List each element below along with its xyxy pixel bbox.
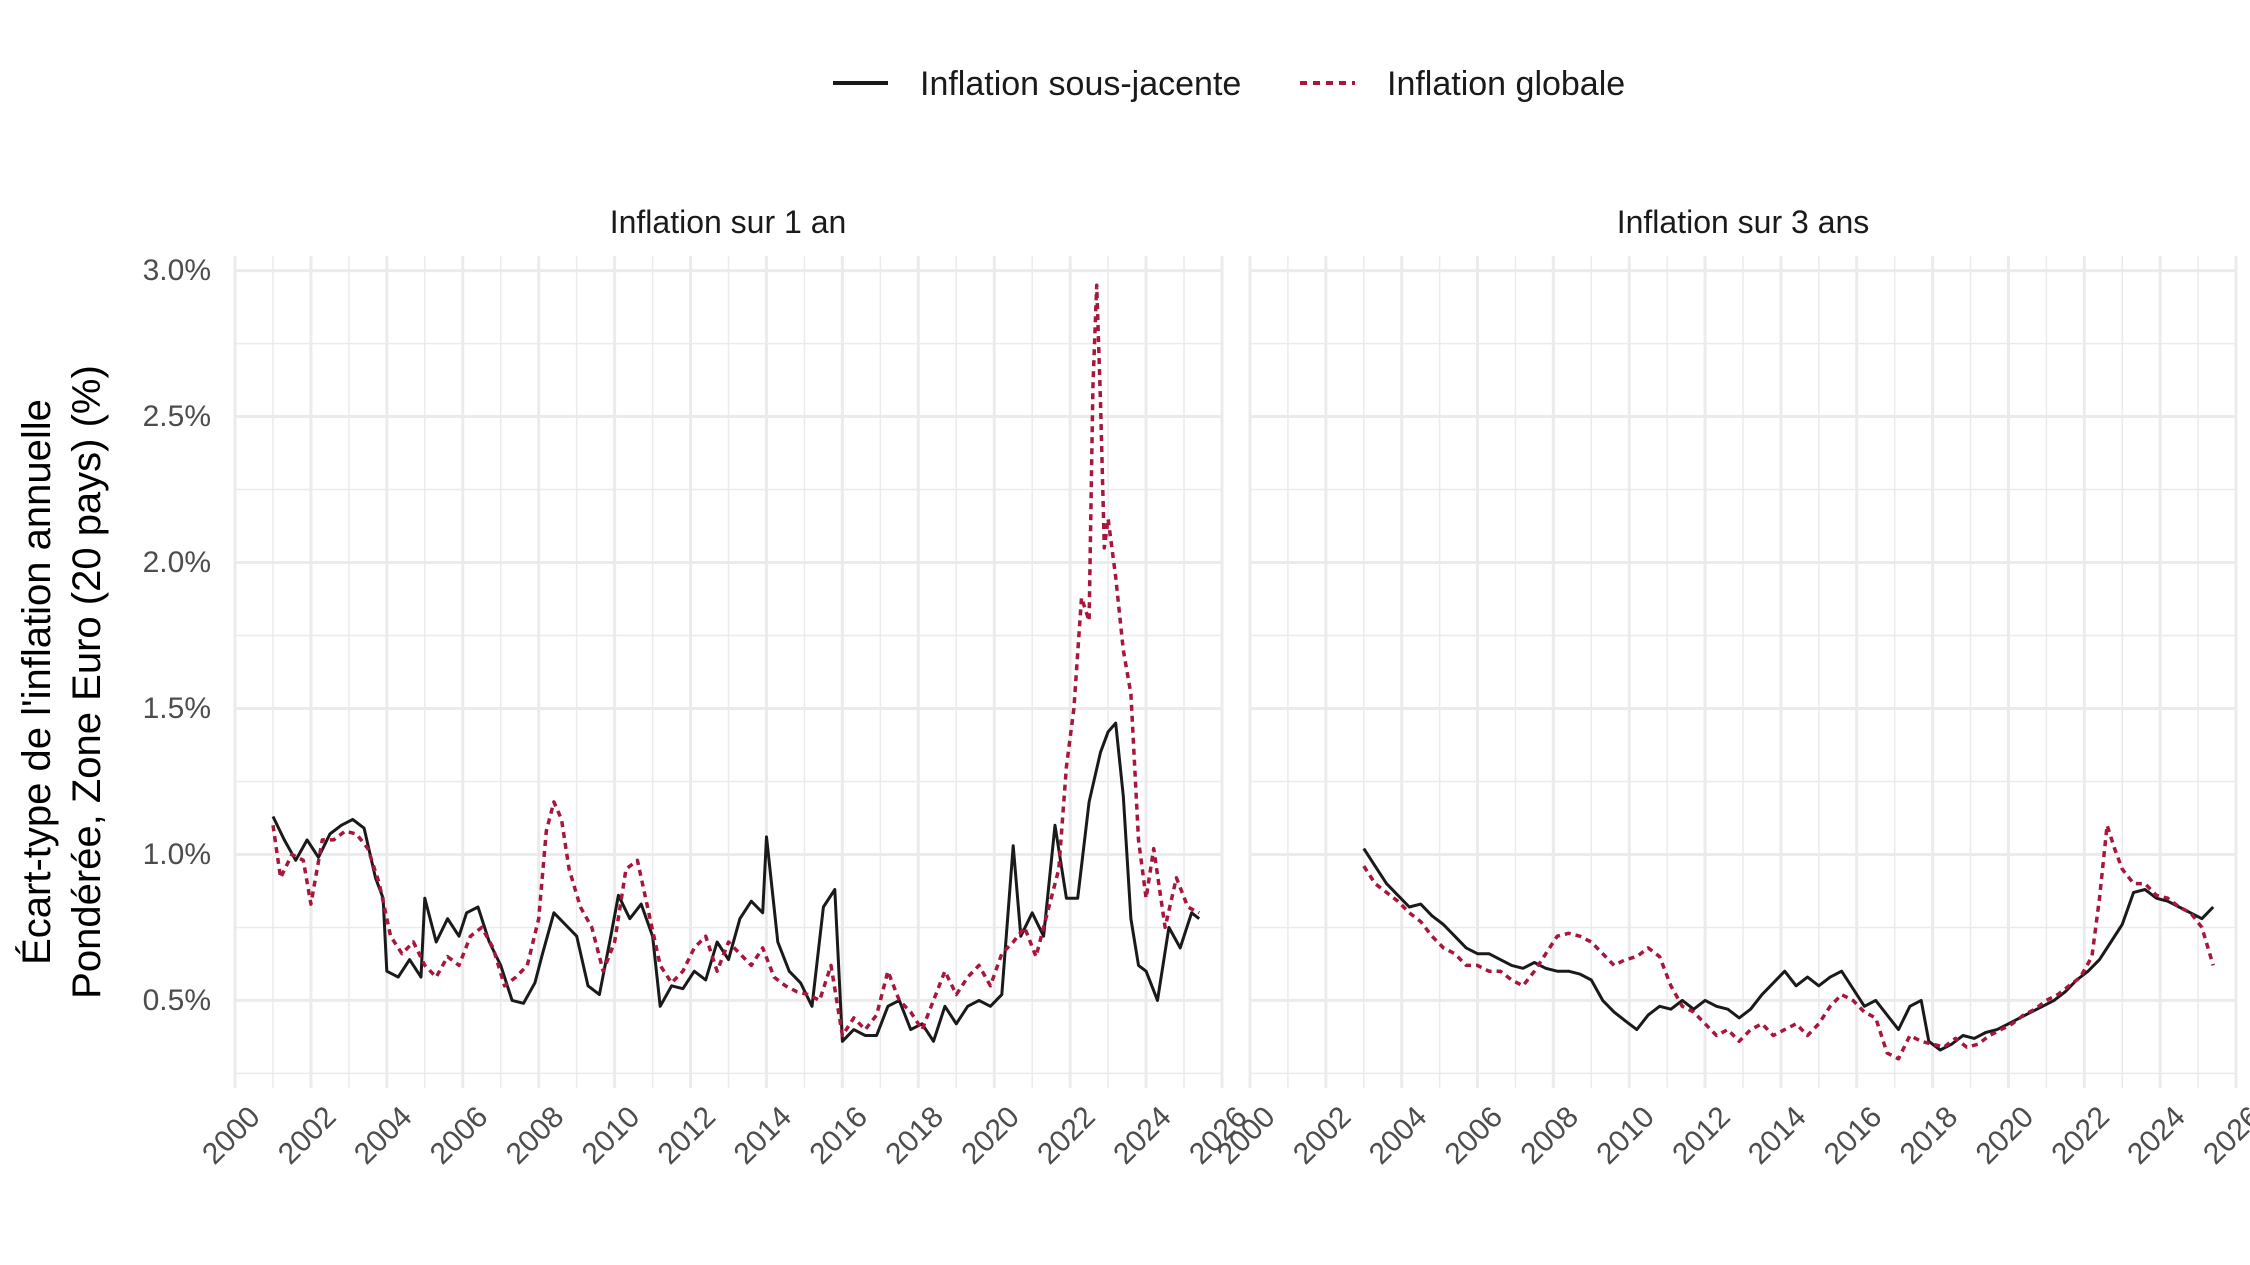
y-tick-label: 2.5% [143, 400, 211, 433]
x-tick-label: 2010 [576, 1100, 647, 1171]
x-tick-label: 2002 [1287, 1100, 1358, 1171]
x-tick-label: 2024 [2121, 1100, 2192, 1171]
x-tick-label: 2020 [1970, 1100, 2041, 1171]
series-line-globale [271, 283, 1200, 1038]
x-tick-label: 2014 [728, 1100, 799, 1171]
series-line-globale [1362, 823, 2215, 1061]
y-tick-label: 1.5% [143, 692, 211, 725]
x-tick-label: 2008 [500, 1100, 571, 1171]
y-tick-label: 2.0% [143, 546, 211, 579]
x-tick-label: 2010 [1590, 1100, 1661, 1171]
y-axis-ticks: 0.5% 1.0% 1.5% 2.0% 2.5% 3.0% [143, 254, 211, 1017]
y-tick-label: 1.0% [143, 838, 211, 871]
panel-3ans: 2000 2002 2004 2006 2008 2010 2012 2014 2016 2018… [1211, 256, 2250, 1171]
x-tick-label: 2016 [1818, 1100, 1889, 1171]
x-tick-label: 2014 [1742, 1100, 1813, 1171]
legend: Inflation sous-jacente Inflation globale [833, 65, 1625, 103]
y-axis-title-line-2: Pondérée, Zone Euro (20 pays) (%) [65, 365, 109, 999]
x-tick-label: 2008 [1515, 1100, 1586, 1171]
x-tick-label: 2012 [1666, 1100, 1737, 1171]
x-tick-label: 2022 [2045, 1100, 2116, 1171]
x-tick-label: 2026 [2197, 1100, 2250, 1171]
x-tick-label: 2022 [1031, 1100, 1102, 1171]
x-tick-label: 2000 [196, 1100, 267, 1171]
y-tick-label: 3.0% [143, 254, 211, 287]
panel-title-1an: Inflation sur 1 an [610, 204, 847, 240]
x-tick-label: 2024 [1107, 1100, 1178, 1171]
legend-label-globale: Inflation globale [1387, 65, 1625, 103]
x-tick-label: 2006 [424, 1100, 495, 1171]
x-tick-label: 2012 [652, 1100, 723, 1171]
x-tick-label: 2018 [879, 1100, 950, 1171]
x-tick-label: 2004 [348, 1100, 419, 1171]
x-tick-label: 2018 [1894, 1100, 1965, 1171]
x-tick-label: 2006 [1439, 1100, 1510, 1171]
legend-label-sous-jacente: Inflation sous-jacente [920, 65, 1241, 103]
x-tick-label: 2016 [804, 1100, 875, 1171]
x-tick-label: 2004 [1363, 1100, 1434, 1171]
series-line-sous-jacente [1362, 847, 2215, 1052]
x-tick-label: 2002 [272, 1100, 343, 1171]
panel-title-3ans: Inflation sur 3 ans [1617, 204, 1870, 240]
series-line-sous-jacente [271, 721, 1201, 1043]
y-axis-title-line-1: Écart-type de l'inflation annuelle [14, 399, 59, 965]
y-tick-label: 0.5% [143, 984, 211, 1017]
x-tick-label: 2020 [955, 1100, 1026, 1171]
panel-1an: 2000 2002 2004 2006 2008 2010 2012 2014 2016 2018… [196, 256, 1254, 1171]
